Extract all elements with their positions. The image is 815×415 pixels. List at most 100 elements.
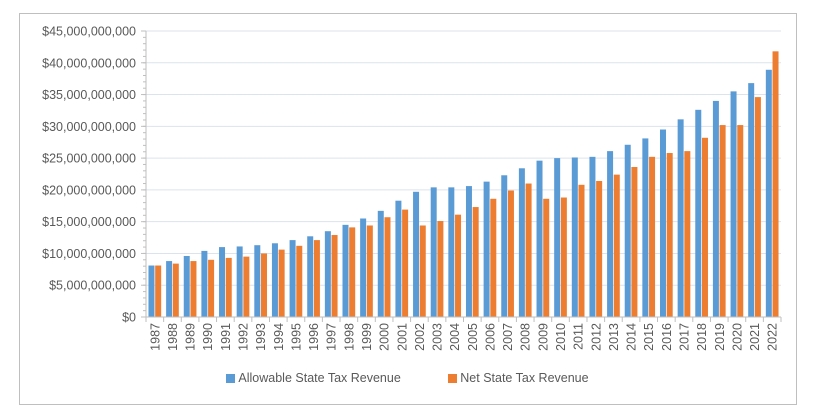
bar-net-2002 bbox=[419, 225, 426, 317]
x-tick-label: 2014 bbox=[625, 323, 639, 351]
bar-net-2007 bbox=[507, 190, 514, 317]
x-tick-label: 1996 bbox=[307, 323, 321, 351]
bar-net-1987 bbox=[155, 265, 162, 317]
bar-allowable-1998 bbox=[342, 224, 349, 317]
bar-net-1992 bbox=[243, 256, 250, 317]
y-tick-label: $25,000,000,000 bbox=[42, 152, 136, 166]
bar-allowable-2007 bbox=[501, 175, 508, 317]
bar-allowable-2019 bbox=[712, 100, 719, 318]
bar-net-2006 bbox=[490, 198, 497, 317]
bar-net-2018 bbox=[701, 137, 708, 317]
legend: Allowable State Tax Revenue Net State Ta… bbox=[0, 371, 815, 386]
bar-net-2009 bbox=[543, 198, 550, 317]
bar-net-2020 bbox=[737, 125, 744, 317]
bar-net-1993 bbox=[261, 253, 268, 317]
legend-label-net: Net State Tax Revenue bbox=[460, 371, 589, 385]
x-tick-label: 2020 bbox=[730, 323, 744, 351]
bar-net-2010 bbox=[560, 197, 567, 317]
bar-allowable-1996 bbox=[307, 236, 314, 317]
bar-allowable-2006 bbox=[483, 181, 490, 317]
bar-allowable-1988 bbox=[166, 261, 173, 317]
bar-allowable-2001 bbox=[395, 200, 402, 317]
legend-item-net: Net State Tax Revenue bbox=[448, 371, 589, 385]
legend-label-allowable: Allowable State Tax Revenue bbox=[238, 371, 401, 385]
bar-allowable-2013 bbox=[607, 151, 614, 317]
bar-allowable-2002 bbox=[413, 191, 420, 317]
bar-net-1997 bbox=[331, 235, 338, 317]
x-tick-label: 2012 bbox=[589, 323, 603, 351]
bar-allowable-2018 bbox=[695, 109, 702, 317]
y-tick-label: $40,000,000,000 bbox=[42, 56, 136, 70]
x-tick-label: 2009 bbox=[536, 323, 550, 351]
bar-allowable-1989 bbox=[183, 255, 190, 317]
bar-net-2021 bbox=[754, 97, 761, 317]
bar-net-2012 bbox=[596, 180, 603, 317]
x-tick-label: 1999 bbox=[360, 323, 374, 351]
bar-allowable-2020 bbox=[730, 91, 737, 317]
x-tick-label: 2000 bbox=[378, 323, 392, 351]
bar-net-1994 bbox=[278, 249, 285, 317]
x-tick-label: 2003 bbox=[431, 323, 445, 351]
bar-net-2013 bbox=[613, 174, 620, 317]
y-tick-label: $5,000,000,000 bbox=[49, 279, 136, 293]
y-tick-label: $0 bbox=[122, 311, 136, 325]
bar-allowable-2017 bbox=[677, 119, 684, 317]
x-tick-label: 1994 bbox=[272, 323, 286, 351]
x-tick-label: 1987 bbox=[148, 323, 162, 351]
x-tick-label: 1992 bbox=[237, 323, 251, 351]
bar-allowable-1987 bbox=[148, 265, 155, 317]
bar-allowable-2000 bbox=[377, 210, 384, 317]
bar-net-1990 bbox=[208, 259, 215, 317]
bar-net-1991 bbox=[225, 257, 232, 317]
bar-allowable-2010 bbox=[554, 158, 561, 317]
x-tick-label: 2011 bbox=[572, 323, 586, 350]
bar-net-2022 bbox=[772, 51, 779, 318]
x-tick-label: 1989 bbox=[184, 323, 198, 351]
x-tick-label: 1988 bbox=[166, 323, 180, 351]
x-tick-label: 2006 bbox=[483, 323, 497, 351]
bar-allowable-1992 bbox=[236, 246, 243, 317]
y-tick-label: $15,000,000,000 bbox=[42, 215, 136, 229]
x-tick-label: 2010 bbox=[554, 323, 568, 351]
bar-net-2014 bbox=[631, 167, 638, 317]
x-tick-label: 1995 bbox=[289, 323, 303, 351]
bar-net-1989 bbox=[190, 261, 197, 317]
x-tick-label: 2005 bbox=[466, 323, 480, 351]
x-tick-label: 1993 bbox=[254, 323, 268, 351]
bar-net-2003 bbox=[437, 221, 444, 317]
x-tick-label: 2019 bbox=[713, 323, 727, 351]
bar-net-1996 bbox=[313, 240, 320, 317]
x-tick-label: 2017 bbox=[677, 323, 691, 351]
bar-net-2001 bbox=[402, 209, 409, 317]
bar-allowable-1997 bbox=[324, 231, 331, 317]
bar-net-1995 bbox=[296, 245, 303, 317]
bar-net-1988 bbox=[172, 263, 179, 317]
bar-allowable-2012 bbox=[589, 156, 596, 317]
bar-net-2000 bbox=[384, 217, 391, 317]
x-tick-label: 2013 bbox=[607, 323, 621, 351]
bar-allowable-2009 bbox=[536, 160, 543, 317]
bar-allowable-2003 bbox=[430, 187, 437, 317]
x-tick-label: 1998 bbox=[342, 323, 356, 351]
x-tick-label: 2016 bbox=[660, 323, 674, 351]
bar-allowable-1993 bbox=[254, 245, 261, 317]
legend-item-allowable: Allowable State Tax Revenue bbox=[226, 371, 401, 385]
bar-allowable-2004 bbox=[448, 187, 455, 317]
bar-net-1999 bbox=[366, 225, 373, 317]
bar-allowable-2014 bbox=[624, 144, 631, 317]
bar-net-2004 bbox=[455, 214, 462, 317]
y-tick-label: $45,000,000,000 bbox=[42, 25, 136, 39]
legend-swatch-allowable bbox=[226, 373, 236, 383]
x-tick-label: 1997 bbox=[325, 323, 339, 351]
bar-allowable-1994 bbox=[271, 243, 278, 317]
bar-allowable-2016 bbox=[659, 129, 666, 317]
bar-net-1998 bbox=[349, 227, 356, 317]
bar-net-2008 bbox=[525, 183, 532, 317]
bar-allowable-1991 bbox=[219, 247, 226, 317]
x-tick-label: 2015 bbox=[642, 323, 656, 351]
bar-net-2019 bbox=[719, 125, 726, 317]
bar-allowable-2015 bbox=[642, 138, 649, 317]
bar-allowable-1990 bbox=[201, 250, 208, 317]
y-tick-label: $35,000,000,000 bbox=[42, 88, 136, 102]
